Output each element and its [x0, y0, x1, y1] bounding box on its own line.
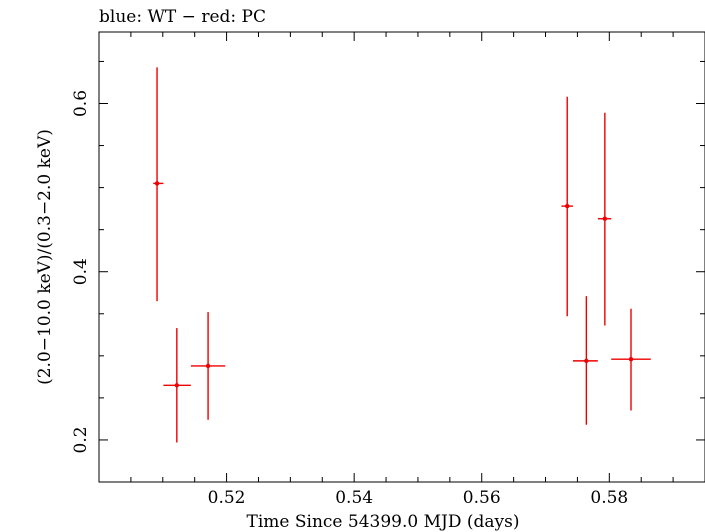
y-tick-label: 0.2 [71, 426, 91, 453]
y-tick-label: 0.6 [71, 90, 91, 117]
data-point [597, 112, 612, 326]
point-marker [205, 363, 211, 369]
point-marker [174, 383, 180, 388]
x-tick-label: 0.54 [335, 488, 373, 508]
data-point [561, 96, 573, 317]
data-points [153, 67, 651, 443]
x-tick-label: 0.52 [208, 488, 246, 508]
point-marker [602, 216, 608, 221]
plot-frame [98, 31, 705, 483]
chart-title: blue: WT − red: PC [99, 7, 266, 27]
x-tick-label: 0.58 [590, 488, 628, 508]
point-marker [584, 358, 589, 364]
data-point [611, 308, 651, 411]
point-marker [628, 356, 634, 362]
x-tick-label: 0.56 [463, 488, 501, 508]
data-point [190, 312, 226, 420]
y-axis-label: (2.0−10.0 keV)/(0.3−2.0 keV) [35, 129, 55, 385]
data-point [572, 296, 598, 425]
x-axis-label: Time Since 54399.0 MJD (days) [247, 512, 520, 532]
x-axis-ticks: 0.52 0.54 0.56 0.58 [130, 32, 705, 508]
data-point [163, 328, 191, 443]
y-tick-label: 0.4 [71, 258, 91, 285]
y-axis-ticks: 0.2 0.4 0.6 [71, 60, 705, 483]
point-marker [565, 203, 570, 209]
point-marker [154, 181, 160, 186]
data-point [153, 67, 164, 302]
